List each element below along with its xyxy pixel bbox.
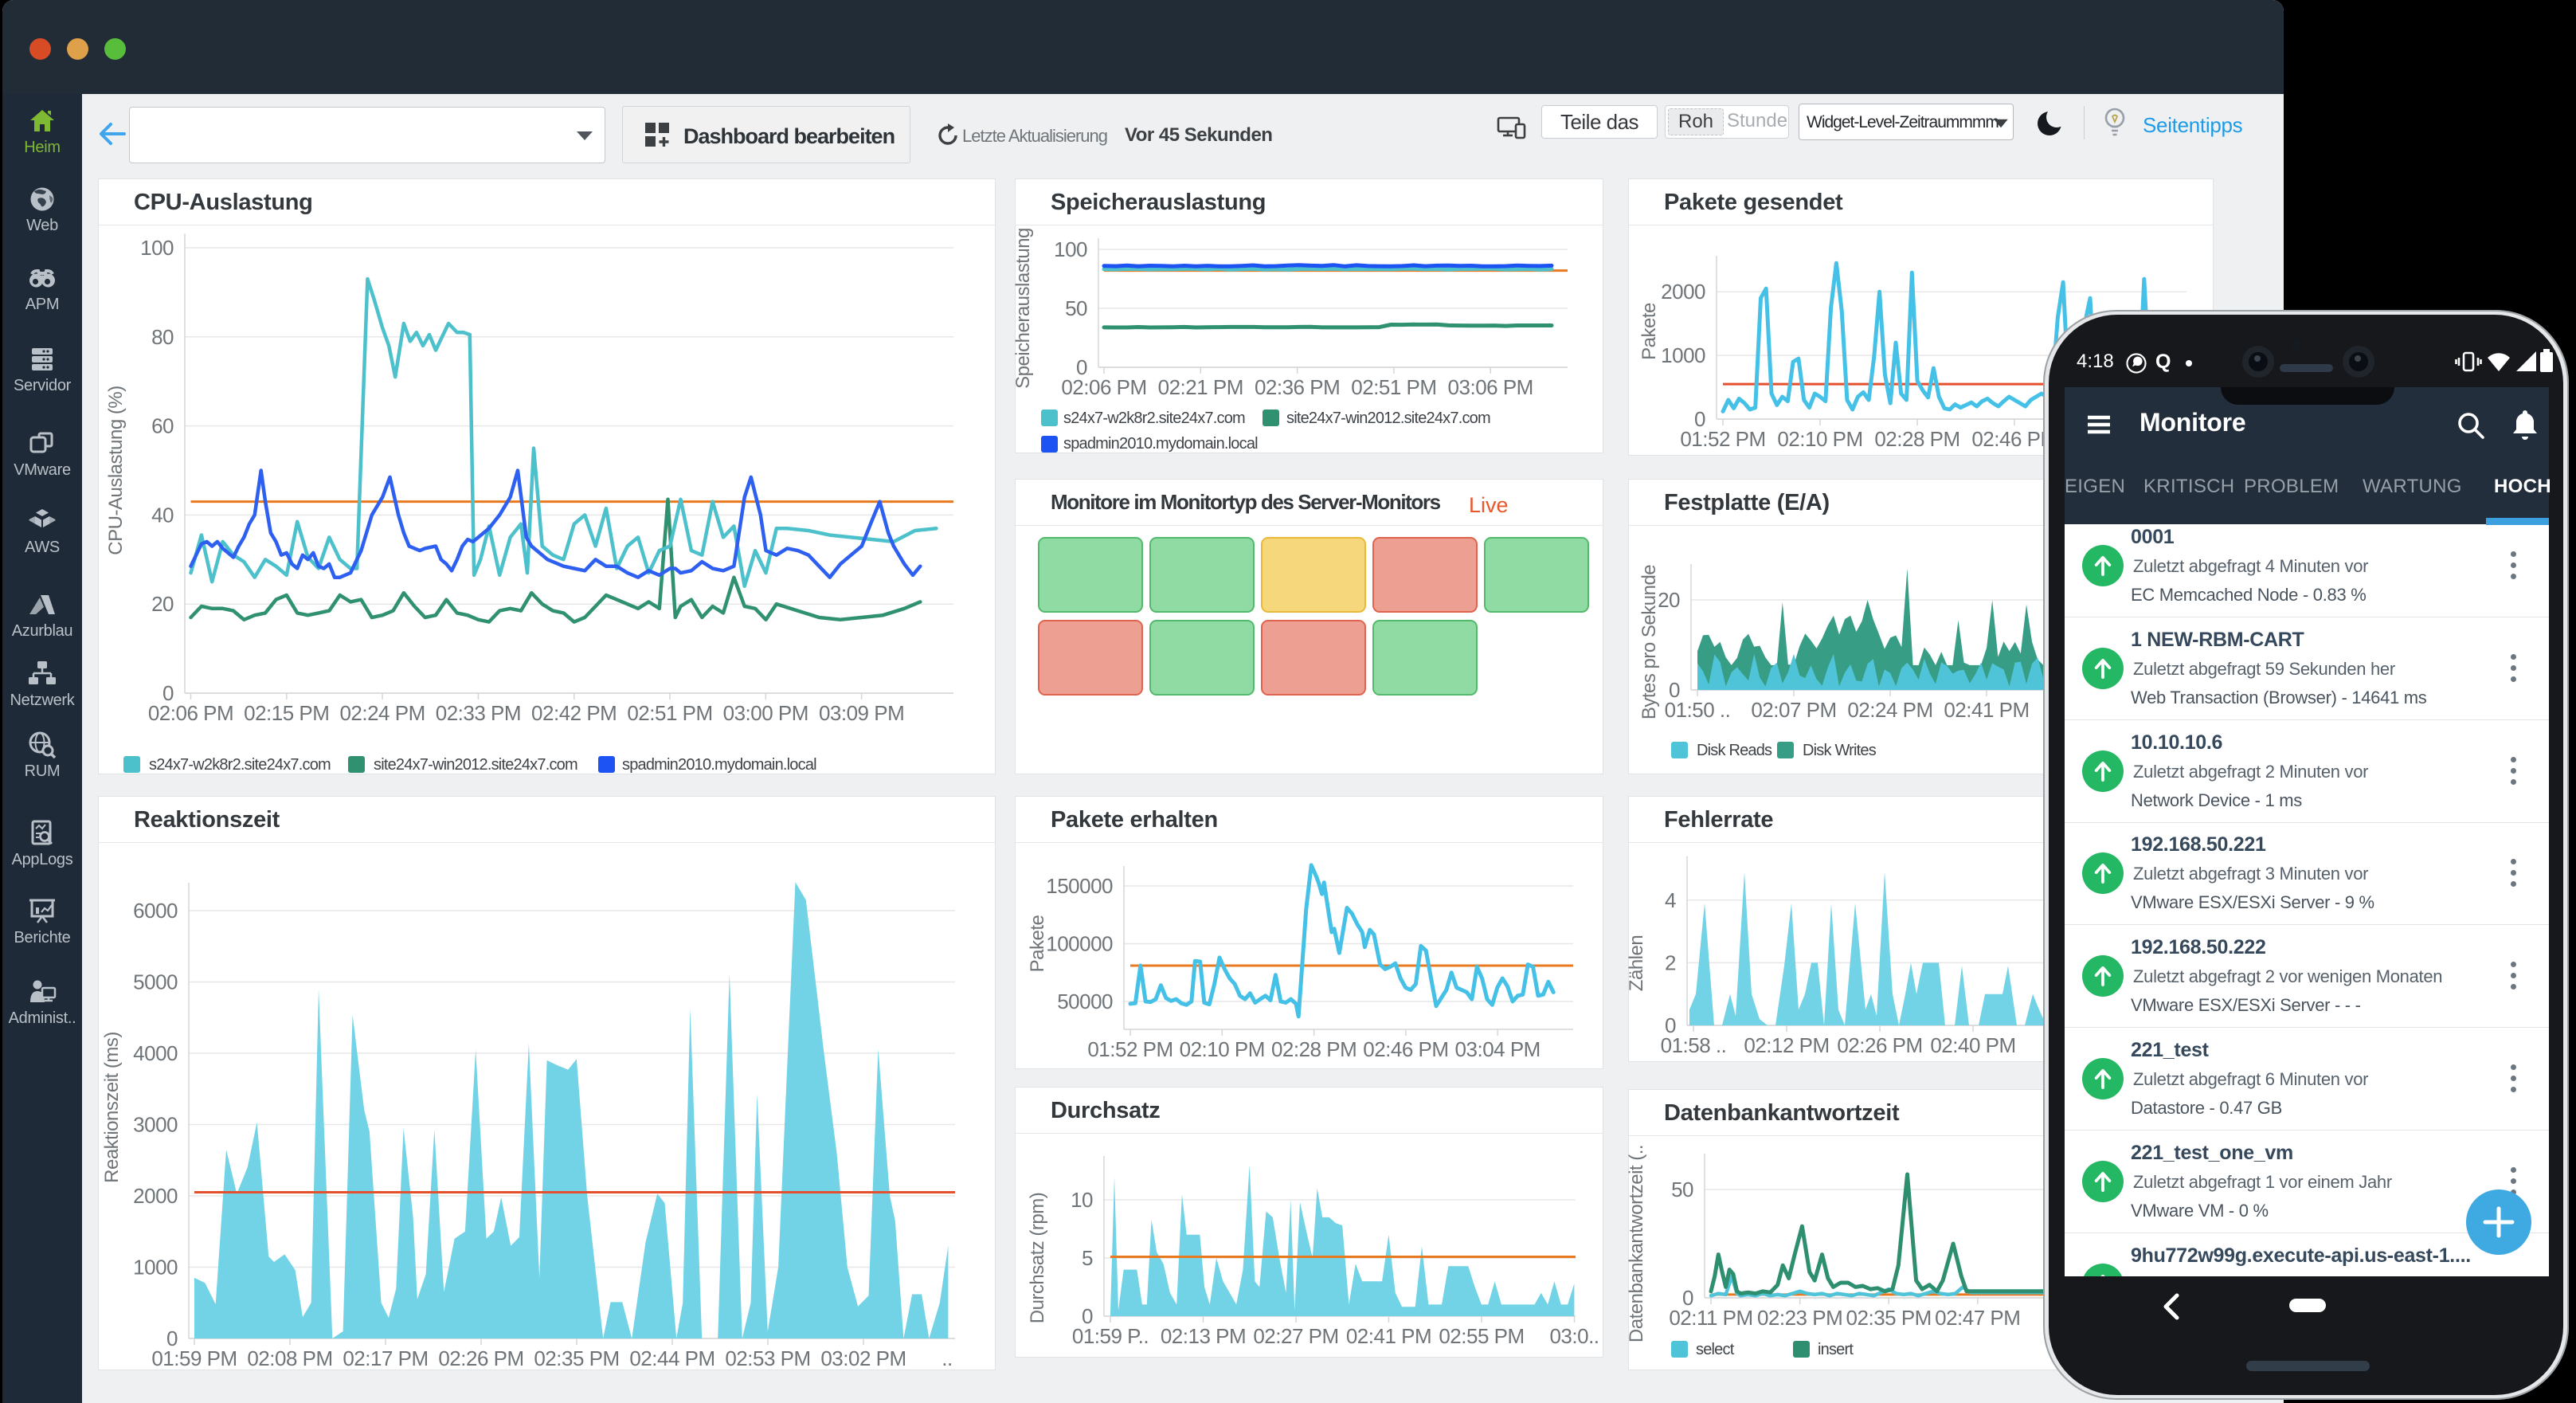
svg-text:01:50 ..: 01:50 .. bbox=[1665, 698, 1731, 722]
svg-text:02:41 PM: 02:41 PM bbox=[1944, 698, 2029, 722]
svg-text:2000: 2000 bbox=[1661, 280, 1705, 304]
svg-text:03:09 PM: 03:09 PM bbox=[819, 701, 904, 725]
svg-text:Speicherauslastung: Speicherauslastung bbox=[1015, 228, 1034, 389]
svg-text:02:35 PM: 02:35 PM bbox=[534, 1346, 619, 1370]
svg-text:spadmin2010.mydomain.local: spadmin2010.mydomain.local bbox=[622, 756, 816, 774]
svg-text:02:10 PM: 02:10 PM bbox=[1777, 427, 1862, 451]
svg-text:02:46 PM: 02:46 PM bbox=[1363, 1037, 1448, 1061]
svg-text:0: 0 bbox=[1669, 678, 1680, 702]
svg-text:select: select bbox=[1696, 1341, 1735, 1358]
svg-text:02:12 PM: 02:12 PM bbox=[1744, 1033, 1829, 1057]
svg-text:s24x7-w2k8r2.site24x7.com: s24x7-w2k8r2.site24x7.com bbox=[1063, 410, 1245, 427]
svg-text:02:41 PM: 02:41 PM bbox=[1346, 1324, 1431, 1348]
svg-text:02:40 PM: 02:40 PM bbox=[1930, 1033, 2015, 1057]
svg-text:100: 100 bbox=[1054, 237, 1087, 261]
svg-text:Disk Writes: Disk Writes bbox=[1803, 742, 1877, 759]
svg-text:50: 50 bbox=[1065, 296, 1087, 320]
svg-text:03:06 PM: 03:06 PM bbox=[1448, 375, 1533, 399]
svg-text:03:0..: 03:0.. bbox=[1549, 1324, 1599, 1348]
svg-text:02:33 PM: 02:33 PM bbox=[436, 701, 521, 725]
svg-text:Datenbankantwortzeit (..: Datenbankantwortzeit (.. bbox=[1628, 1145, 1647, 1342]
svg-text:CPU-Auslastung (%): CPU-Auslastung (%) bbox=[105, 386, 127, 555]
svg-text:01:59 PM: 01:59 PM bbox=[151, 1346, 237, 1370]
svg-text:80: 80 bbox=[151, 325, 174, 349]
svg-text:20: 20 bbox=[1658, 588, 1680, 612]
svg-text:02:06 PM: 02:06 PM bbox=[1061, 375, 1146, 399]
svg-text:01:58 ..: 01:58 .. bbox=[1661, 1033, 1727, 1057]
svg-text:Bytes pro Sekunde: Bytes pro Sekunde bbox=[1638, 565, 1660, 719]
svg-text:Zählen: Zählen bbox=[1628, 935, 1647, 991]
svg-text:02:21 PM: 02:21 PM bbox=[1158, 375, 1243, 399]
svg-text:insert: insert bbox=[1818, 1341, 1854, 1358]
svg-text:02:53 PM: 02:53 PM bbox=[725, 1346, 810, 1370]
svg-text:Pakete: Pakete bbox=[1638, 303, 1660, 360]
svg-text:4: 4 bbox=[1665, 888, 1676, 912]
svg-text:Reaktionszeit (ms): Reaktionszeit (ms) bbox=[101, 1032, 123, 1183]
svg-text:02:36 PM: 02:36 PM bbox=[1255, 375, 1340, 399]
svg-text:Disk Reads: Disk Reads bbox=[1697, 742, 1772, 759]
svg-text:02:35 PM: 02:35 PM bbox=[1846, 1306, 1932, 1330]
svg-text:site24x7-win2012.site24x7.com: site24x7-win2012.site24x7.com bbox=[374, 756, 577, 774]
svg-text:5: 5 bbox=[1082, 1246, 1093, 1270]
svg-text:01:52 PM: 01:52 PM bbox=[1680, 427, 1765, 451]
svg-text:6000: 6000 bbox=[133, 899, 178, 923]
svg-text:02:10 PM: 02:10 PM bbox=[1180, 1037, 1265, 1061]
svg-text:60: 60 bbox=[151, 414, 174, 438]
svg-text:s24x7-w2k8r2.site24x7.com: s24x7-w2k8r2.site24x7.com bbox=[149, 756, 331, 774]
svg-text:02:13 PM: 02:13 PM bbox=[1161, 1324, 1246, 1348]
svg-text:02:27 PM: 02:27 PM bbox=[1253, 1324, 1338, 1348]
svg-text:..: .. bbox=[942, 1346, 952, 1370]
svg-text:site24x7-win2012.site24x7.com: site24x7-win2012.site24x7.com bbox=[1286, 410, 1490, 427]
svg-text:02:24 PM: 02:24 PM bbox=[1847, 698, 1932, 722]
svg-text:02:08 PM: 02:08 PM bbox=[247, 1346, 332, 1370]
svg-text:02:06 PM: 02:06 PM bbox=[148, 701, 233, 725]
svg-text:20: 20 bbox=[151, 592, 174, 616]
svg-text:50000: 50000 bbox=[1057, 990, 1113, 1013]
svg-text:02:23 PM: 02:23 PM bbox=[1757, 1306, 1842, 1330]
svg-text:02:26 PM: 02:26 PM bbox=[438, 1346, 523, 1370]
svg-text:1000: 1000 bbox=[133, 1256, 178, 1280]
svg-text:0: 0 bbox=[1682, 1286, 1693, 1310]
svg-text:02:55 PM: 02:55 PM bbox=[1439, 1324, 1524, 1348]
svg-text:02:17 PM: 02:17 PM bbox=[343, 1346, 428, 1370]
svg-text:Durchsatz (rpm): Durchsatz (rpm) bbox=[1027, 1193, 1048, 1324]
svg-text:4000: 4000 bbox=[133, 1041, 178, 1065]
svg-text:3000: 3000 bbox=[133, 1113, 178, 1137]
svg-text:Pakete: Pakete bbox=[1027, 915, 1048, 972]
svg-text:2000: 2000 bbox=[133, 1184, 178, 1208]
svg-text:0: 0 bbox=[166, 1327, 178, 1350]
svg-text:2: 2 bbox=[1665, 950, 1676, 974]
svg-text:0: 0 bbox=[1665, 1013, 1676, 1037]
svg-text:02:51 PM: 02:51 PM bbox=[1351, 375, 1436, 399]
svg-text:spadmin2010.mydomain.local: spadmin2010.mydomain.local bbox=[1063, 435, 1258, 453]
svg-text:03:02 PM: 03:02 PM bbox=[820, 1346, 906, 1370]
svg-text:01:52 PM: 01:52 PM bbox=[1087, 1037, 1173, 1061]
svg-text:150000: 150000 bbox=[1046, 874, 1113, 898]
svg-text:03:00 PM: 03:00 PM bbox=[723, 701, 808, 725]
svg-text:02:11 PM: 02:11 PM bbox=[1669, 1306, 1752, 1330]
svg-text:02:24 PM: 02:24 PM bbox=[339, 701, 425, 725]
svg-text:50: 50 bbox=[1671, 1178, 1693, 1201]
svg-text:02:26 PM: 02:26 PM bbox=[1837, 1033, 1922, 1057]
svg-text:02:28 PM: 02:28 PM bbox=[1271, 1037, 1357, 1061]
svg-text:01:59 P..: 01:59 P.. bbox=[1072, 1324, 1149, 1348]
svg-text:02:47 PM: 02:47 PM bbox=[1935, 1306, 2020, 1330]
svg-text:5000: 5000 bbox=[133, 970, 178, 994]
svg-text:40: 40 bbox=[151, 503, 174, 527]
svg-text:02:15 PM: 02:15 PM bbox=[244, 701, 329, 725]
svg-text:0: 0 bbox=[1694, 407, 1705, 431]
svg-text:0: 0 bbox=[162, 681, 174, 705]
svg-text:10: 10 bbox=[1071, 1188, 1093, 1212]
svg-text:02:28 PM: 02:28 PM bbox=[1874, 427, 1959, 451]
svg-text:100: 100 bbox=[140, 236, 174, 260]
svg-text:02:44 PM: 02:44 PM bbox=[629, 1346, 714, 1370]
svg-text:02:51 PM: 02:51 PM bbox=[627, 701, 712, 725]
svg-text:0: 0 bbox=[1082, 1304, 1093, 1328]
svg-text:02:07 PM: 02:07 PM bbox=[1751, 698, 1836, 722]
svg-text:0: 0 bbox=[1076, 355, 1087, 379]
svg-text:03:04 PM: 03:04 PM bbox=[1455, 1037, 1541, 1061]
svg-text:100000: 100000 bbox=[1046, 932, 1113, 956]
svg-text:1000: 1000 bbox=[1661, 343, 1705, 367]
svg-text:02:42 PM: 02:42 PM bbox=[531, 701, 617, 725]
